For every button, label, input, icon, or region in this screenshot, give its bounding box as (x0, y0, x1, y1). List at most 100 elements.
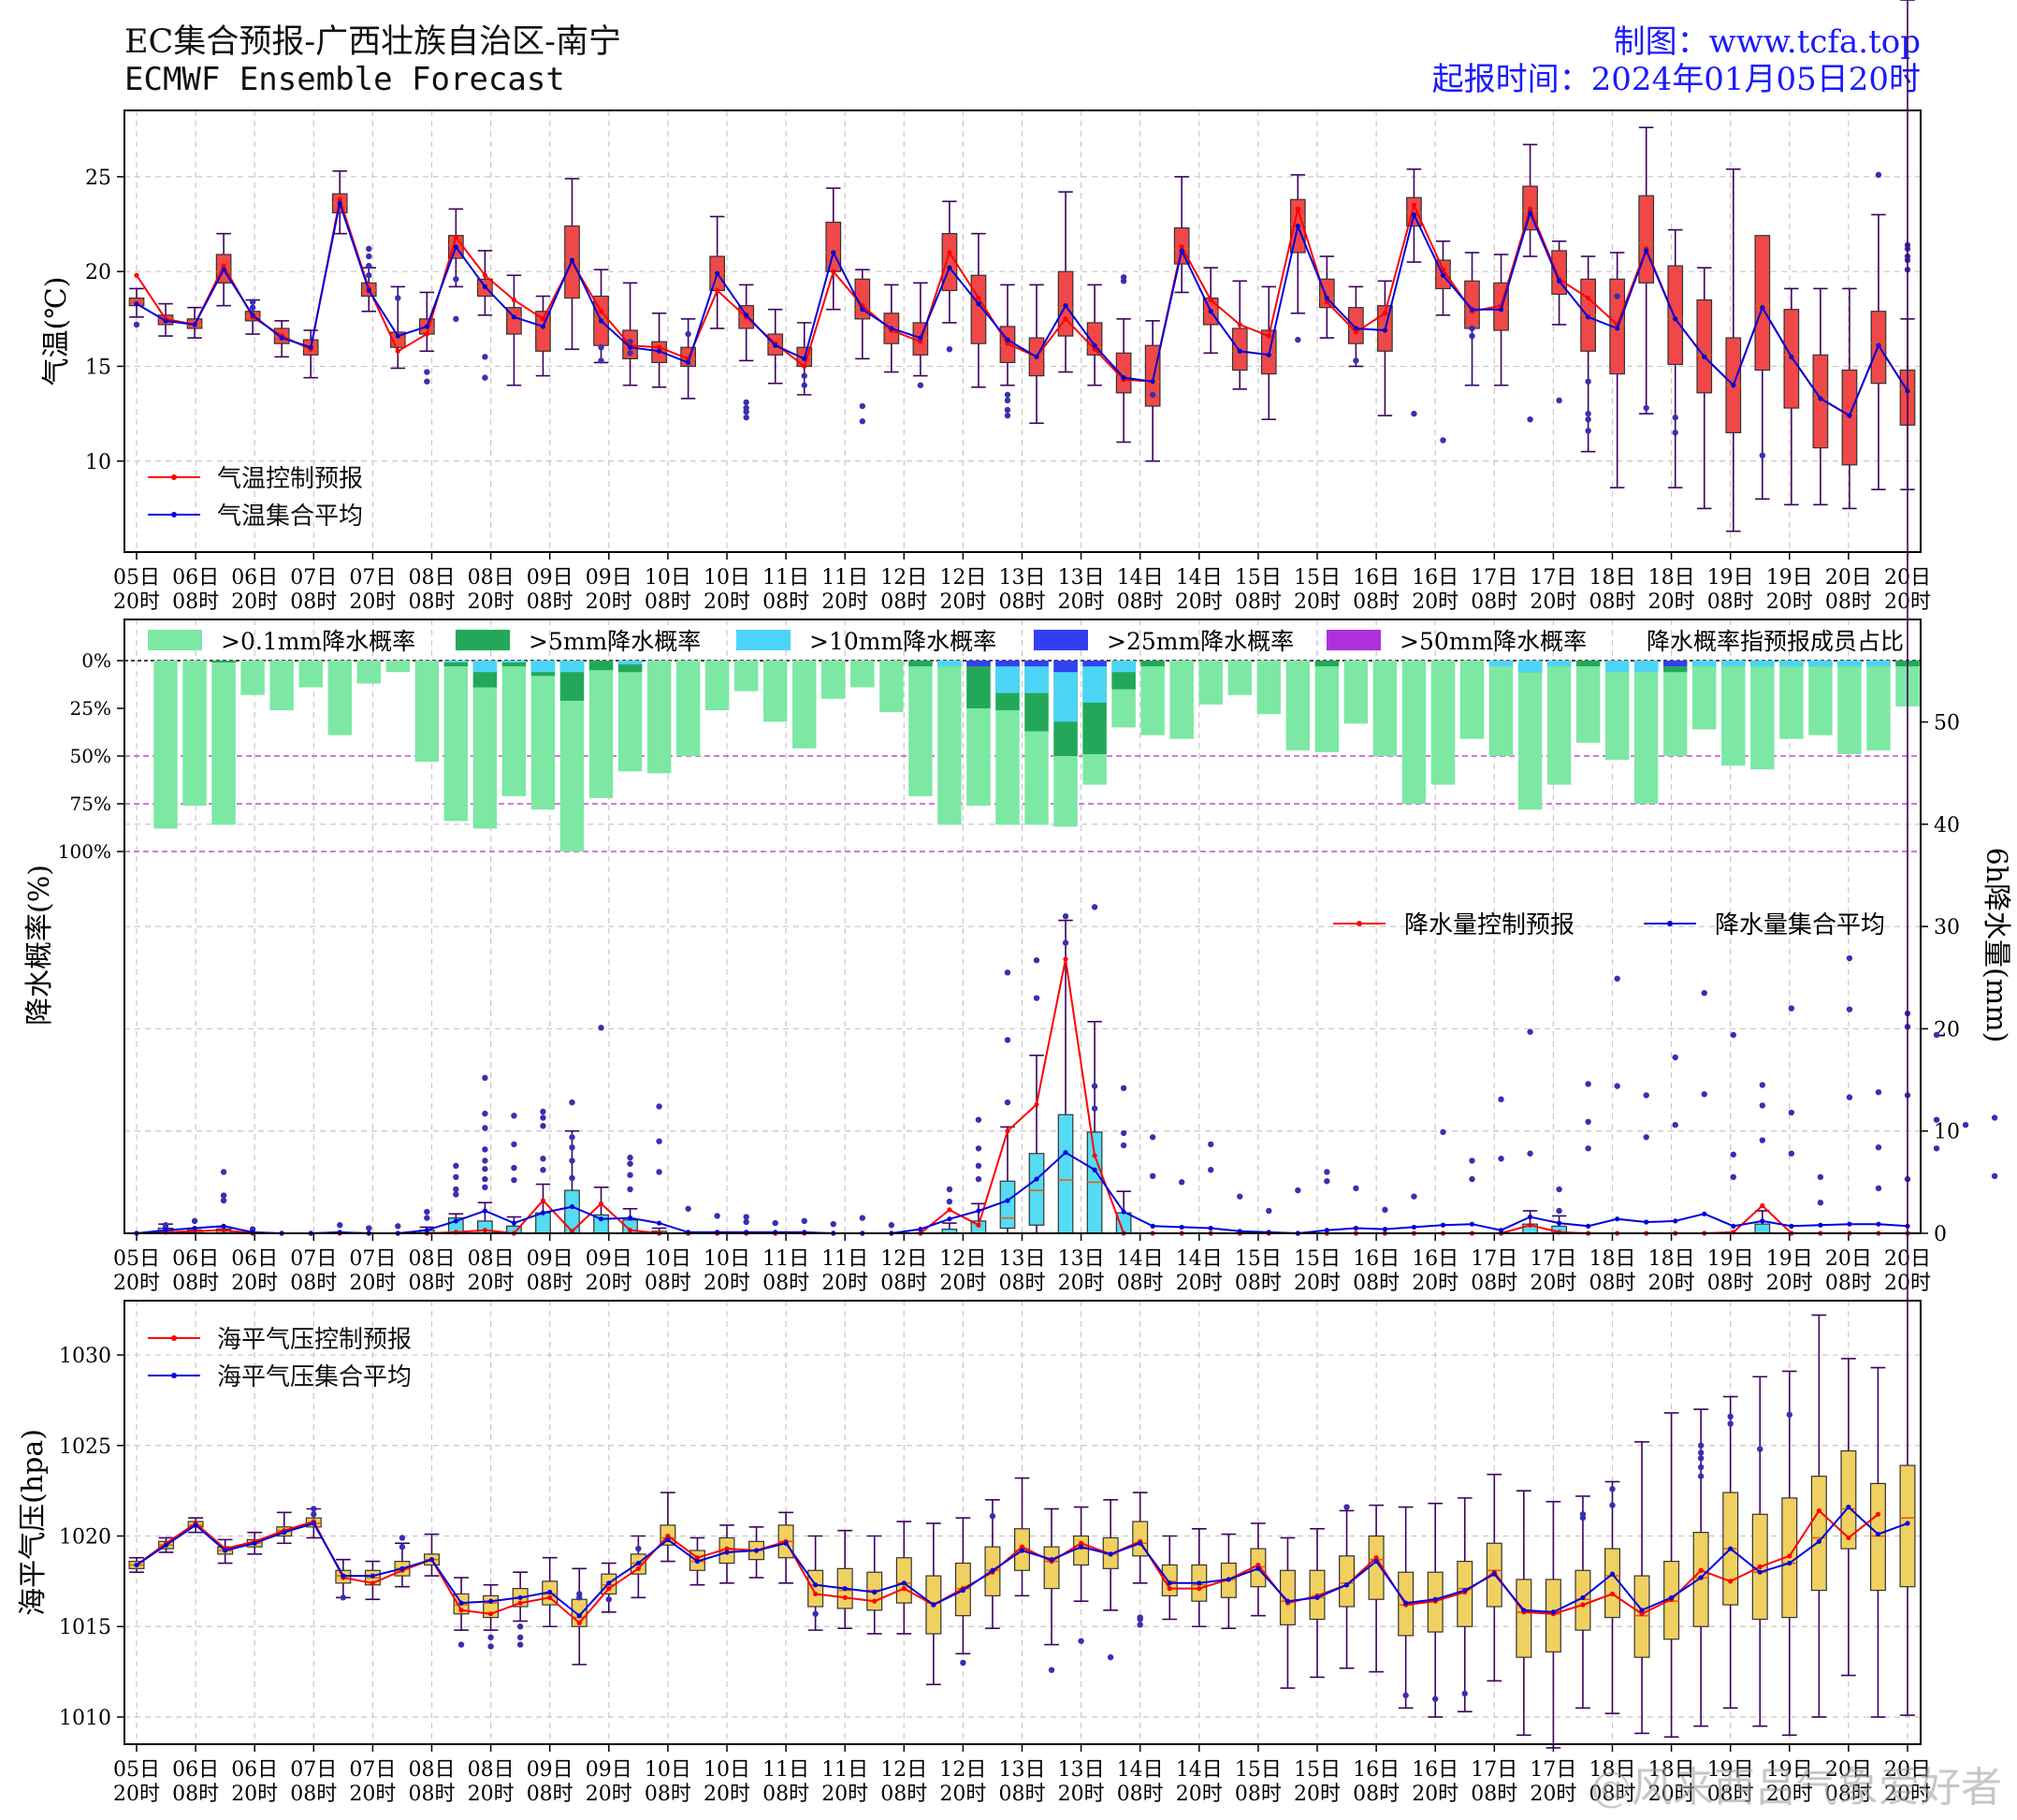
slp-outlier (311, 1511, 317, 1518)
temp-xtick-hour: 20时 (349, 590, 396, 614)
rain-outlier (220, 1169, 227, 1175)
rain-outlier (1933, 1116, 1940, 1123)
slp-mean-marker (1816, 1538, 1821, 1544)
rain-outlier (975, 1162, 982, 1170)
temp-xtick-day: 19日 (1707, 566, 1754, 590)
temp-xtick-day: 11日 (821, 566, 868, 590)
rain-legend-marker (1667, 921, 1673, 926)
slp-xtick-hour: 20时 (1294, 1783, 1341, 1806)
temp-mean-marker (1411, 211, 1417, 218)
rain-mean-marker (1818, 1222, 1823, 1228)
temp-mean-marker (1353, 326, 1358, 331)
temp-outlier (249, 304, 256, 311)
rain-outlier (1759, 1102, 1766, 1109)
rain-xtick-hour: 20时 (1294, 1272, 1341, 1295)
rain-xtick-hour: 20时 (1648, 1272, 1695, 1295)
temp-control-marker (1179, 244, 1184, 250)
slp-xtick-day: 07日 (290, 1758, 337, 1782)
figure-header: EC集合预报-广西壮族自治区-南宁 ECMWF Ensemble Forecas… (124, 23, 1921, 98)
rain-ytick-left-label: 50% (70, 745, 111, 767)
temp-xtick-hour: 20时 (113, 590, 160, 614)
slp-mean-marker (1138, 1540, 1143, 1546)
prob-bar-prob-01 (1140, 661, 1165, 735)
slp-outlier (311, 1506, 317, 1512)
rain-outlier (482, 1074, 488, 1082)
slp-xtick-hour: 20时 (231, 1783, 278, 1806)
temp-xtick-day: 07日 (349, 566, 396, 590)
prob-bar-prob-10 (443, 661, 469, 663)
rain-outlier (191, 1217, 198, 1225)
rain-xtick-day: 08日 (468, 1247, 515, 1271)
temp-ytick-label: 25 (85, 167, 111, 190)
slp-control-marker (1698, 1567, 1704, 1573)
temp-mean-marker (482, 284, 487, 289)
rain-xtick-hour: 08时 (1825, 1272, 1872, 1295)
rain-xtick-hour: 08时 (880, 1272, 927, 1295)
rain-box (999, 1180, 1016, 1230)
temp-xtick-hour: 08时 (290, 590, 337, 614)
temp-xtick-day: 18日 (1648, 566, 1695, 590)
rain-outlier (511, 1113, 517, 1119)
slp-mean-marker (547, 1589, 553, 1595)
rain-outlier (888, 1222, 895, 1229)
temp-outlier (1411, 410, 1417, 417)
temp-box (535, 311, 551, 352)
rain-xtick-hour: 20时 (1766, 1272, 1813, 1295)
temp-mean-marker (1034, 354, 1039, 359)
rain-mean-marker (569, 1203, 575, 1210)
temp-xtick-day: 17日 (1471, 566, 1517, 590)
prob-bar-prob-01 (1256, 661, 1282, 715)
slp-xtick-day: 13日 (1058, 1758, 1105, 1782)
rain-mean-marker (1469, 1221, 1475, 1227)
rain-outlier (1788, 1150, 1795, 1157)
slp-mean-marker (163, 1542, 169, 1548)
rain-outlier (1585, 1118, 1591, 1126)
slp-mean-marker (1639, 1608, 1645, 1613)
slp-outlier (340, 1594, 347, 1601)
rain-outlier (1788, 1005, 1795, 1012)
temp-control-marker (1266, 333, 1271, 339)
temp-control-marker (1237, 322, 1242, 328)
temp-mean-marker (860, 307, 865, 313)
temp-mean-marker (1324, 295, 1329, 301)
slp-control-marker (1728, 1579, 1734, 1584)
rain-xtick-hour: 20时 (939, 1272, 986, 1295)
slp-mean-marker (399, 1565, 405, 1571)
temp-control-marker (453, 235, 458, 240)
rain-outlier (1062, 939, 1069, 946)
slp-outlier (1402, 1692, 1409, 1698)
rain-outlier (1091, 1083, 1098, 1089)
temp-control-marker (1295, 206, 1300, 211)
prob-bar-prob-01 (1401, 661, 1427, 804)
temp-mean-marker (192, 322, 197, 328)
rain-ytick-right-label: 20 (1934, 1018, 1960, 1041)
prob-bar-prob-01 (617, 661, 643, 772)
temp-mean-marker (744, 313, 749, 318)
slp-xtick-hour: 08时 (1235, 1783, 1282, 1806)
prob-bar-prob-10 (617, 661, 643, 665)
temp-outlier (1120, 278, 1127, 284)
temp-control-marker (424, 331, 429, 337)
rain-xtick-hour: 08时 (999, 1272, 1046, 1295)
temp-mean-marker (395, 333, 400, 339)
temp-control-marker (1586, 295, 1591, 301)
prob-bar-prob-01 (879, 661, 904, 713)
temp-outlier (743, 399, 749, 406)
slp-outlier (1786, 1411, 1793, 1419)
rain-ytick-left-label: 25% (70, 697, 111, 720)
rain-outlier (1411, 1193, 1417, 1200)
temp-mean-marker (976, 301, 981, 307)
prob-bar-prob-01 (153, 661, 178, 829)
temp-mean-marker (424, 324, 429, 329)
prob-bar-prob-01 (1488, 661, 1514, 756)
temp-mean-marker (1615, 326, 1620, 331)
slp-mean-marker (1491, 1571, 1497, 1577)
slp-outlier (989, 1513, 996, 1520)
rain-xtick-hour: 20时 (1530, 1272, 1576, 1295)
rain-outlier (1091, 904, 1098, 910)
slp-outlier (1048, 1667, 1055, 1673)
rain-outlier (1585, 1081, 1591, 1087)
temp-mean-marker (1527, 210, 1533, 215)
rain-outlier (1237, 1193, 1243, 1200)
slp-xtick-day: 08日 (468, 1758, 515, 1782)
